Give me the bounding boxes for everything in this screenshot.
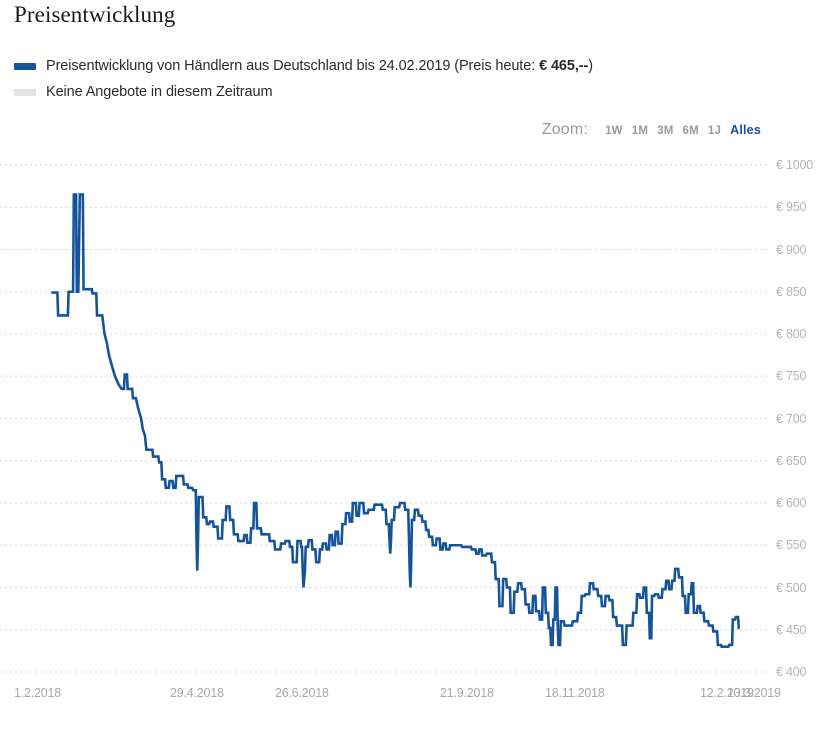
chart-legend: Preisentwicklung von Händlern aus Deutsc…	[14, 55, 774, 107]
zoom-option-6m[interactable]: 6M	[682, 125, 699, 137]
x-axis-labels: 1.2.2018 29.4.2018 26.6.2018 21.9.2018 18.11…	[0, 686, 823, 708]
zoom-range-selector: Zoom: 1W 1M 3M 6M 1J Alles	[542, 121, 761, 139]
current-price-value: € 465,--	[539, 58, 589, 74]
legend-item-no-offers: Keine Angebote in diesem Zeitraum	[14, 81, 774, 103]
price-chart-svg	[0, 164, 768, 673]
legend-color-swatch-series	[14, 62, 36, 70]
zoom-option-1j[interactable]: 1J	[707, 125, 722, 137]
x-axis-tick-label: 21.9.2018	[440, 686, 494, 700]
x-axis-tick-label: 12.2.2019	[700, 686, 754, 700]
legend-color-swatch-no-offers	[14, 88, 36, 96]
legend-item-series: Preisentwicklung von Händlern aus Deutsc…	[14, 55, 774, 77]
zoom-option-1m[interactable]: 1M	[631, 125, 649, 137]
x-axis-tick-label: 26.6.2018	[275, 686, 329, 700]
legend-label-no-offers: Keine Angebote in diesem Zeitraum	[46, 84, 273, 100]
zoom-option-1w[interactable]: 1W	[605, 125, 623, 137]
x-axis-tick-label: 29.4.2018	[170, 686, 224, 700]
zoom-option-3m[interactable]: 3M	[657, 125, 674, 137]
x-axis-tick-label: 1.2.2018	[14, 686, 62, 700]
x-axis-tick-label: 13.3.2019	[727, 686, 781, 700]
zoom-option-alles[interactable]: Alles	[730, 123, 761, 137]
price-chart-plot	[0, 145, 823, 680]
zoom-label: Zoom:	[541, 121, 589, 138]
price-series-line	[51, 193, 741, 648]
legend-label-series: Preisentwicklung von Händlern aus Deutsc…	[46, 58, 593, 74]
x-axis-tick-label: 18.11.2018	[545, 686, 605, 700]
page-title: Preisentwicklung	[14, 2, 176, 27]
